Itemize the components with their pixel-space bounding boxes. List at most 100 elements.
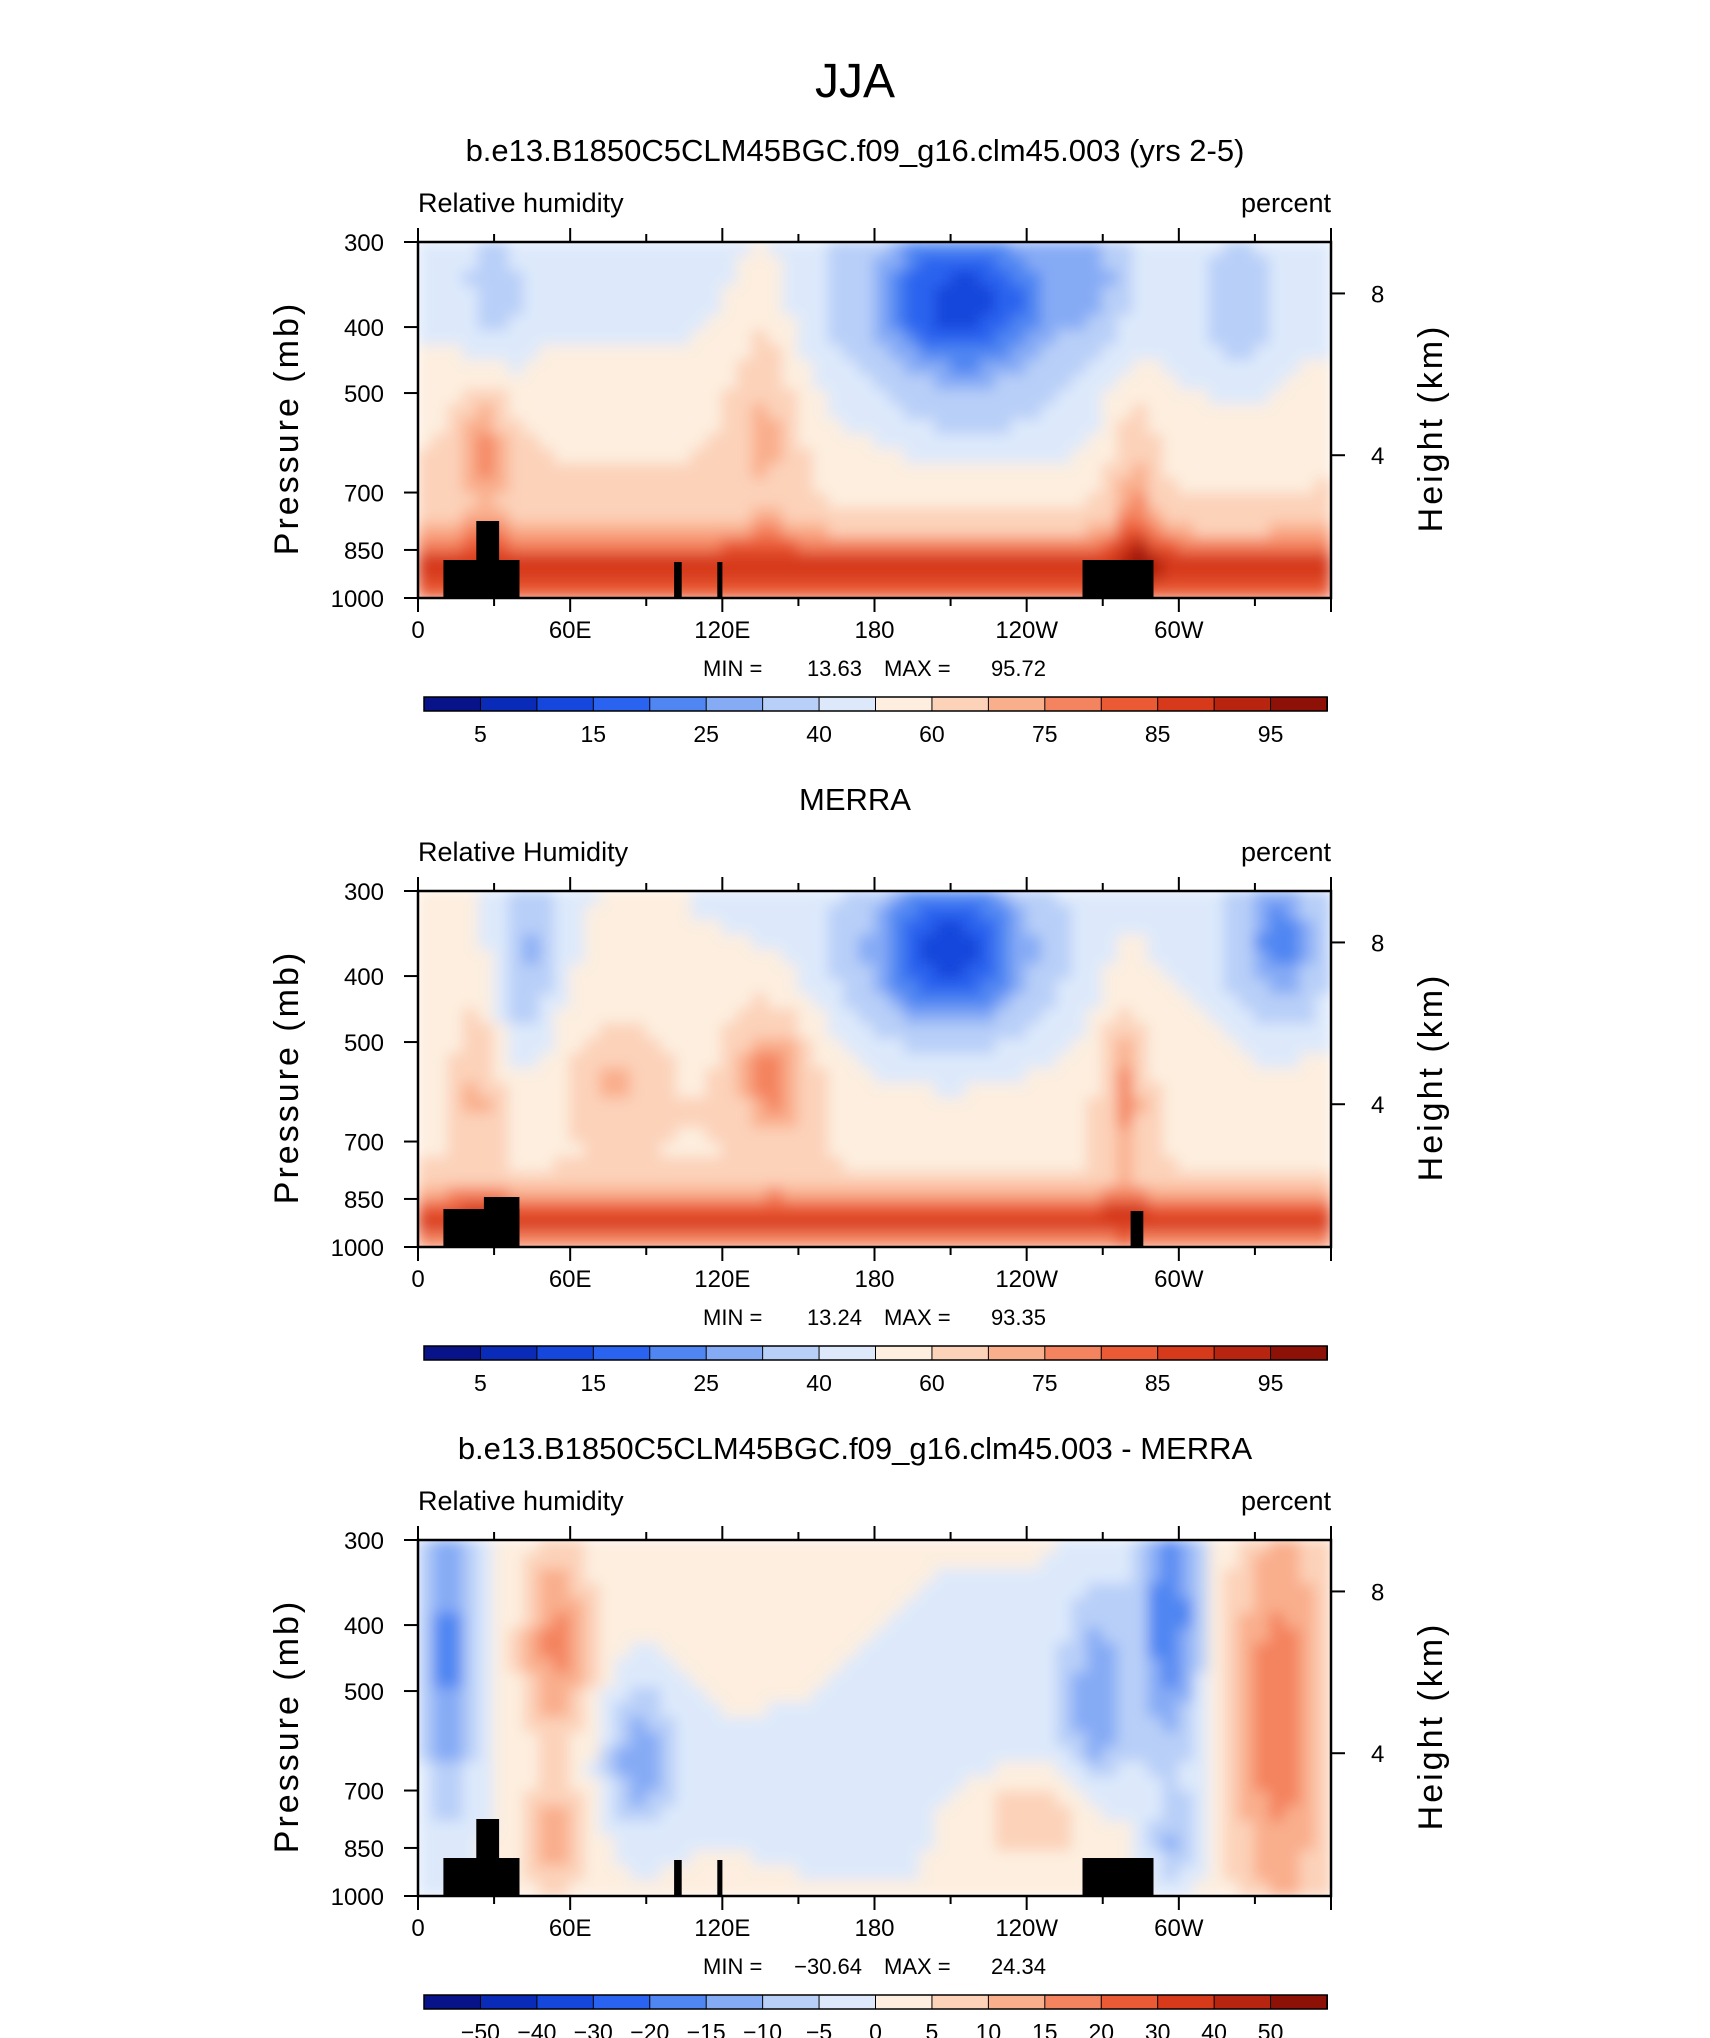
field-cell — [1040, 949, 1059, 967]
field-cell — [584, 582, 602, 598]
field-cell — [1223, 934, 1241, 952]
field-cell — [1116, 1791, 1135, 1808]
field-cell — [858, 1806, 876, 1823]
field-cell — [827, 1008, 846, 1026]
field-cell — [843, 1880, 861, 1896]
field-cell — [645, 1761, 663, 1779]
field-cell — [1299, 1540, 1317, 1556]
field-cell — [418, 315, 435, 332]
field-cell — [843, 1112, 861, 1130]
field-cell — [751, 493, 769, 510]
field-cell — [782, 1628, 800, 1645]
field-cell — [1193, 1171, 1211, 1189]
y-axis-label: Pressure (mb) — [268, 1599, 306, 1853]
field-cell — [812, 919, 830, 937]
field-cell — [553, 1672, 572, 1690]
field-cell — [995, 1865, 1013, 1883]
field-cell — [706, 891, 724, 907]
field-cell — [782, 330, 800, 347]
field-cell — [812, 1806, 830, 1823]
x-tick-label: 60E — [549, 1266, 592, 1293]
field-cell — [706, 344, 724, 362]
field-cell — [1116, 891, 1135, 907]
field-cell — [508, 493, 526, 510]
field-cell — [964, 1717, 983, 1734]
field-cell — [1056, 1038, 1074, 1056]
field-cell — [660, 1157, 678, 1174]
field-cell — [1116, 300, 1135, 318]
field-cell — [1040, 1820, 1059, 1838]
field-cell — [538, 1568, 556, 1586]
field-cell — [1040, 964, 1059, 981]
field-cell — [843, 285, 861, 303]
field-cell — [614, 1553, 633, 1571]
field-cell — [1162, 419, 1180, 436]
field-cell — [1101, 1717, 1119, 1734]
field-cell — [919, 1761, 937, 1779]
field-cell — [599, 1702, 617, 1719]
field-cell — [1299, 404, 1317, 421]
field-cell — [751, 1642, 769, 1660]
field-cell — [1314, 433, 1331, 451]
field-cell — [1071, 1097, 1089, 1115]
field-cell — [493, 433, 511, 451]
field-cell — [919, 1657, 937, 1675]
field-cell — [1010, 463, 1028, 481]
field-cell — [1101, 1008, 1119, 1026]
field-cell — [1116, 1731, 1135, 1749]
field-cell — [1132, 433, 1150, 451]
field-cell — [432, 1068, 450, 1085]
field-cell — [1147, 993, 1165, 1011]
field-cell — [1238, 315, 1256, 332]
field-cell — [1147, 1598, 1165, 1616]
field-cell — [508, 1776, 526, 1794]
field-cell — [1238, 919, 1256, 937]
field-cell — [1284, 315, 1302, 332]
field-cell — [432, 463, 450, 481]
field-cell — [873, 964, 891, 981]
field-cell — [736, 904, 754, 922]
field-cell — [797, 1216, 815, 1234]
field-cell — [934, 949, 952, 967]
field-cell — [1299, 359, 1317, 377]
field-cell — [980, 979, 998, 996]
field-cell — [462, 1583, 480, 1601]
field-cell — [751, 270, 769, 288]
field-cell — [934, 1687, 952, 1705]
field-cell — [660, 1791, 678, 1808]
field-cell — [1132, 463, 1150, 481]
field-cell — [432, 1023, 450, 1041]
field-cell — [508, 891, 526, 907]
field-cell — [751, 1598, 769, 1616]
y-tick-label: 850 — [344, 1187, 384, 1214]
field-cell — [858, 1746, 876, 1764]
field-cell — [1314, 919, 1331, 937]
field-cell — [630, 1791, 648, 1808]
field-cell — [1177, 419, 1196, 436]
field-cell — [645, 1171, 663, 1189]
field-cell — [1101, 330, 1119, 347]
field-cell — [462, 419, 480, 436]
field-cell — [1147, 1008, 1165, 1026]
field-cell — [1071, 1038, 1089, 1056]
field-cell — [614, 1583, 633, 1601]
field-cell — [432, 344, 450, 362]
field-cell — [645, 463, 663, 481]
field-cell — [843, 537, 861, 555]
field-cell — [1040, 1540, 1059, 1556]
field-cell — [980, 1553, 998, 1571]
x-tick-label: 0 — [411, 1915, 424, 1942]
field-cell — [1299, 1628, 1317, 1645]
field-cell — [1162, 891, 1180, 907]
field-cell — [934, 1023, 952, 1041]
field-cell — [919, 904, 937, 922]
field-cell — [721, 949, 739, 967]
field-cell — [614, 508, 633, 525]
field-cell — [1071, 537, 1089, 555]
field-cell — [1116, 1540, 1135, 1556]
field-cell — [706, 1008, 724, 1026]
field-cell — [873, 1142, 891, 1159]
field-cell — [538, 919, 556, 937]
field-cell — [1071, 344, 1089, 362]
field-cell — [477, 1687, 496, 1705]
